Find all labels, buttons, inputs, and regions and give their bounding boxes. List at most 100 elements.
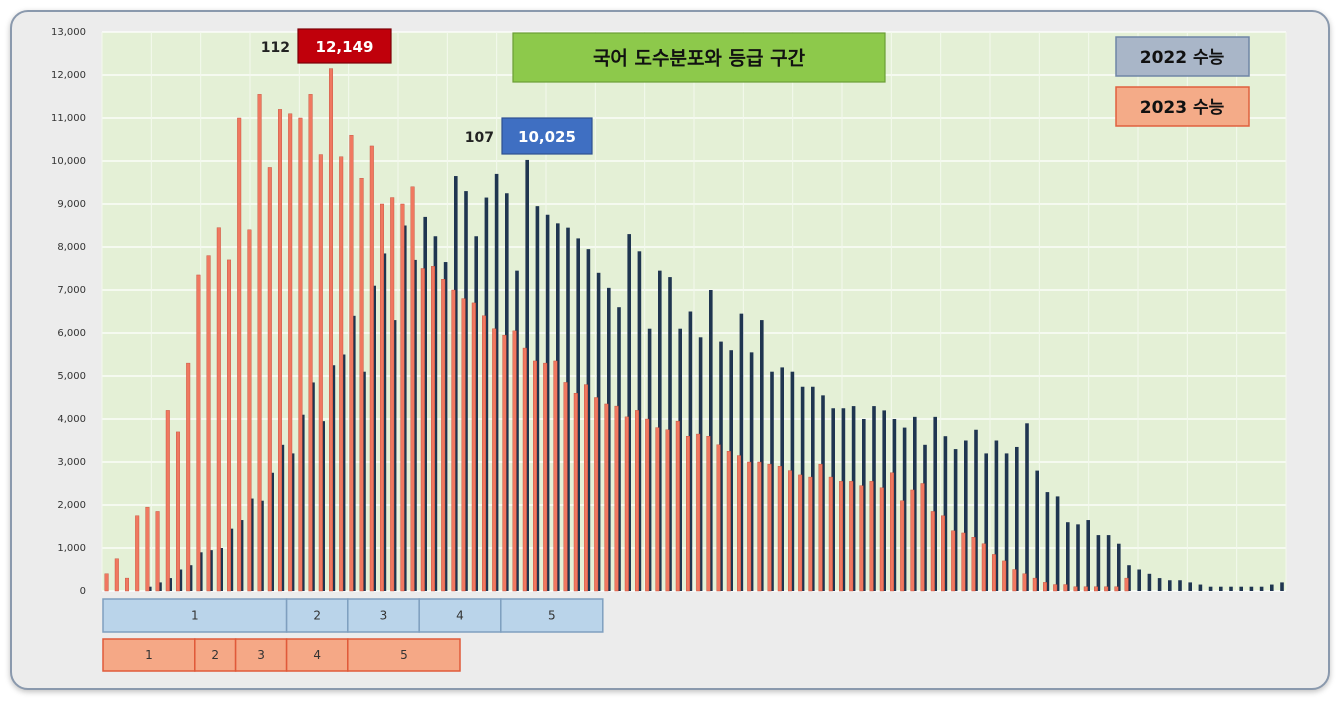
bar-2023 — [665, 429, 670, 592]
bar-2022 — [576, 238, 580, 591]
grade-band-2023-label: 3 — [257, 648, 265, 662]
bar-2023 — [573, 393, 578, 592]
bar-2022 — [1127, 565, 1131, 591]
bar-2022 — [1259, 586, 1264, 591]
bar-2023 — [737, 455, 742, 592]
bar-2023 — [1012, 569, 1017, 592]
bar-2022 — [851, 406, 856, 591]
bar-2022 — [280, 444, 285, 591]
bar-2023 — [706, 436, 711, 592]
legend-2022-box — [1115, 36, 1250, 77]
bar-2023 — [971, 537, 976, 592]
y-tick-label: 10,000 — [51, 156, 86, 167]
bar-2022 — [464, 191, 468, 591]
bar-2022 — [433, 236, 438, 591]
bar-2022 — [301, 414, 305, 591]
bar-2023 — [563, 382, 568, 592]
grade-band-2022-label: 2 — [313, 609, 321, 623]
bar-2022 — [392, 320, 397, 591]
bar-2023 — [175, 431, 180, 592]
bar-2023 — [961, 532, 966, 592]
bar-2023 — [288, 113, 293, 592]
callout-2022-peak-value: 10,025 — [518, 128, 576, 146]
bar-2023 — [951, 530, 956, 592]
bar-2022 — [270, 472, 274, 591]
bar-2022 — [933, 416, 937, 591]
bar-2022 — [239, 520, 244, 591]
bar-2023 — [655, 427, 660, 592]
bar-2023 — [482, 315, 487, 592]
callout-2023-peak-value: 12,149 — [316, 38, 374, 56]
bar-2023 — [553, 360, 558, 592]
bar-2022 — [535, 206, 540, 591]
bar-2023 — [716, 444, 721, 592]
bar-2022 — [1147, 573, 1152, 591]
bar-2022 — [688, 311, 693, 591]
bar-2023 — [584, 384, 589, 592]
bar-2023 — [329, 68, 334, 592]
bar-2022 — [168, 578, 172, 591]
bar-2022 — [1045, 492, 1050, 591]
bar-2023 — [145, 506, 150, 592]
bar-2022 — [311, 382, 315, 591]
bar-2022 — [647, 328, 652, 591]
bar-2023 — [1073, 586, 1078, 592]
bar-2022 — [352, 315, 356, 591]
bar-2023 — [757, 461, 762, 592]
bar-2022 — [811, 386, 815, 591]
y-tick-label: 5,000 — [57, 371, 86, 382]
bar-2023 — [992, 554, 997, 592]
bar-2023 — [533, 360, 538, 592]
bar-2023 — [400, 203, 405, 592]
bar-2022 — [719, 341, 723, 591]
bar-2022 — [913, 416, 917, 591]
bar-2022 — [413, 259, 417, 591]
bar-2022 — [1280, 582, 1284, 591]
bar-2022 — [423, 216, 427, 591]
bar-2022 — [229, 528, 234, 591]
bar-2022 — [739, 313, 744, 591]
bar-2022 — [341, 354, 346, 591]
bar-2023 — [696, 433, 701, 592]
legend-2023-label: 2023 수능 — [1140, 98, 1225, 118]
y-tick-label: 1,000 — [57, 543, 86, 554]
bar-2023 — [645, 418, 650, 592]
bar-2022 — [443, 262, 448, 591]
y-tick-label: 12,000 — [51, 70, 86, 81]
bar-2022 — [668, 277, 672, 591]
bar-2022 — [953, 449, 958, 591]
bar-2023 — [104, 573, 109, 592]
bar-2023 — [543, 362, 548, 592]
y-tick-label: 11,000 — [51, 113, 86, 124]
bar-2022 — [1137, 569, 1141, 591]
bar-2023 — [1042, 582, 1047, 592]
legend-2023-box — [1115, 86, 1250, 127]
bar-2023 — [196, 274, 201, 592]
bar-2023 — [1083, 586, 1088, 592]
bar-2022 — [158, 582, 162, 591]
bar-2023 — [1124, 577, 1129, 592]
bar-2022 — [902, 427, 907, 591]
bar-2023 — [675, 420, 680, 592]
bar-2022 — [1219, 586, 1223, 591]
bar-2023 — [380, 203, 385, 592]
bar-2023 — [808, 476, 813, 592]
bar-2022 — [617, 307, 621, 591]
bar-2023 — [890, 472, 895, 592]
bar-2022 — [1198, 584, 1203, 591]
bar-2022 — [790, 371, 795, 591]
bar-2023 — [635, 410, 640, 592]
bar-2023 — [114, 558, 119, 592]
grade-band-2023-label: 4 — [313, 648, 321, 662]
bar-2023 — [318, 154, 323, 592]
bars-layer — [104, 68, 1284, 592]
bar-2022 — [892, 419, 897, 591]
grade-band-2022 — [347, 598, 420, 633]
bar-2023 — [788, 470, 793, 592]
bar-2022 — [698, 337, 703, 591]
bar-2023 — [910, 489, 915, 592]
bar-2022 — [484, 197, 489, 592]
bar-2022 — [219, 548, 223, 591]
bar-2022 — [372, 285, 376, 591]
bar-2023 — [1063, 584, 1068, 592]
